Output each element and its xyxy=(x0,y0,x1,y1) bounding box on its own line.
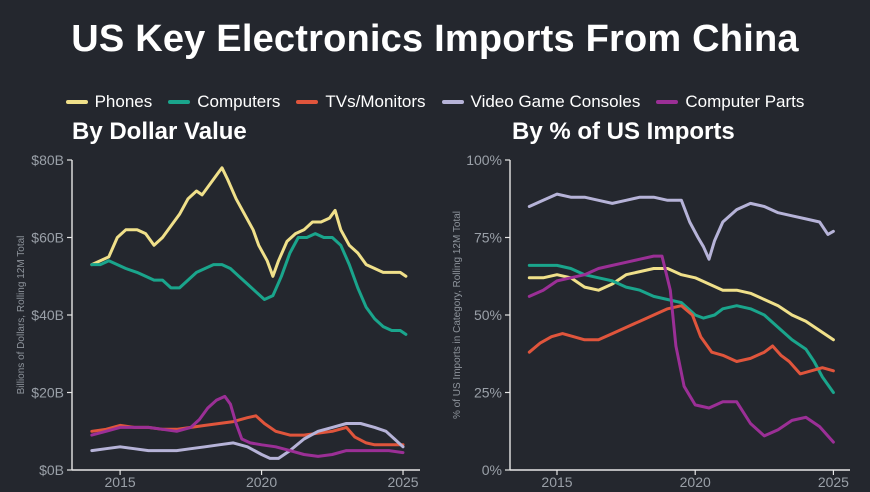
y-tick-label: 100% xyxy=(466,152,502,168)
x-tick-label: 2015 xyxy=(105,474,136,490)
y-axis-title: % of US Imports in Category, Rolling 12M… xyxy=(452,211,463,419)
y-tick-label: 0% xyxy=(482,462,502,478)
x-tick-label: 2025 xyxy=(387,474,418,490)
panel-title-percent-imports: By % of US Imports xyxy=(512,118,735,145)
y-tick-label: 25% xyxy=(474,385,502,401)
x-tick-label: 2020 xyxy=(246,474,277,490)
series-line-video-game-consoles xyxy=(90,422,405,460)
x-tick-label: 2025 xyxy=(818,474,849,490)
legend-item-video-game-consoles: Video Game Consoles xyxy=(441,92,641,112)
legend-label-computer-parts: Computer Parts xyxy=(685,92,805,111)
series-line-phones xyxy=(527,267,835,342)
legend: Phones Computers TVs/Monitors Video Game… xyxy=(0,92,870,112)
series-line-video-game-consoles xyxy=(527,192,835,261)
series-line-computer-parts xyxy=(90,394,405,458)
y-axis-title: Billions of Dollars, Rolling 12M Total xyxy=(16,236,27,395)
y-tick-label: $0B xyxy=(39,462,64,478)
x-tick-label: 2015 xyxy=(541,474,572,490)
chart-panel-2: 0%25%50%75%100%201520202025Date% of US I… xyxy=(452,152,850,492)
legend-label-tvs-monitors: TVs/Monitors xyxy=(325,92,426,111)
y-tick-label: 75% xyxy=(474,230,502,246)
series-line-computer-parts xyxy=(527,254,835,444)
series-line-tvs-monitors xyxy=(527,304,835,376)
legend-swatch-phones xyxy=(65,100,88,104)
y-tick-label: 50% xyxy=(474,307,502,323)
y-tick-label: $60B xyxy=(31,230,64,246)
legend-item-tvs-monitors: TVs/Monitors xyxy=(296,92,426,112)
series-line-computers xyxy=(90,232,408,336)
legend-swatch-tvs-monitors xyxy=(296,100,319,104)
legend-swatch-video-game-consoles xyxy=(441,100,464,104)
legend-item-phones: Phones xyxy=(65,92,153,112)
y-tick-label: $80B xyxy=(31,152,64,168)
chart-title: US Key Electronics Imports From China xyxy=(71,18,799,60)
legend-label-video-game-consoles: Video Game Consoles xyxy=(470,92,641,111)
legend-label-computers: Computers xyxy=(197,92,281,111)
chart-panel-1: $0B$20B$40B$60B$80B201520202025DateBilli… xyxy=(16,152,420,492)
legend-item-computers: Computers xyxy=(168,92,280,112)
series-line-phones xyxy=(90,166,408,278)
legend-label-phones: Phones xyxy=(94,92,153,111)
x-tick-label: 2020 xyxy=(680,474,711,490)
y-tick-label: $40B xyxy=(31,307,64,323)
legend-swatch-computer-parts xyxy=(656,100,679,104)
panel-title-dollar-value: By Dollar Value xyxy=(72,118,247,145)
y-tick-label: $20B xyxy=(31,385,64,401)
legend-swatch-computers xyxy=(168,100,191,104)
legend-item-computer-parts: Computer Parts xyxy=(656,92,804,112)
